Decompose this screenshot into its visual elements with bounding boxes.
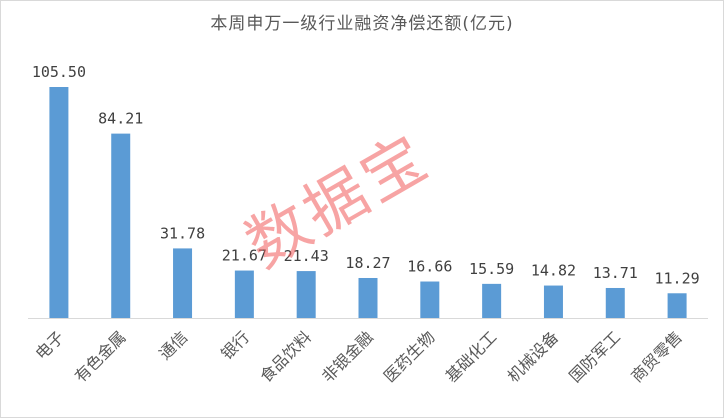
- data-label: 14.82: [531, 262, 576, 280]
- x-tick-label: 医药生物: [380, 327, 439, 386]
- bar: [111, 133, 131, 318]
- x-tick-label: 电子: [32, 327, 68, 363]
- x-tick-label: 基础化工: [442, 327, 501, 386]
- data-label: 18.27: [345, 254, 390, 272]
- x-tick-label: 机械设备: [504, 327, 563, 386]
- data-label: 11.29: [655, 269, 700, 287]
- bar: [234, 270, 254, 318]
- data-label: 31.78: [160, 224, 205, 242]
- bar: [543, 285, 563, 318]
- x-tick-label: 通信: [155, 327, 191, 363]
- data-label: 15.59: [469, 260, 514, 278]
- x-tick-label: 食品饮料: [256, 327, 315, 386]
- bar: [420, 281, 440, 318]
- bar: [605, 287, 625, 318]
- x-tick-label: 有色金属: [71, 327, 130, 386]
- bar: [482, 283, 502, 318]
- bar: [173, 248, 193, 318]
- bar: [358, 277, 378, 318]
- bar: [49, 87, 69, 318]
- data-label: 105.50: [32, 63, 86, 81]
- x-tick-label: 非银金融: [318, 327, 377, 386]
- x-tick-label: 商贸零售: [627, 327, 686, 386]
- bar: [667, 293, 687, 318]
- x-tick-label: 银行: [217, 327, 253, 363]
- data-label: 16.66: [407, 258, 452, 276]
- data-label: 13.71: [593, 264, 638, 282]
- bar: [296, 271, 316, 318]
- data-label: 21.67: [222, 247, 267, 265]
- chart-title: 本周申万一级行业融资净偿还额(亿元): [210, 14, 514, 34]
- data-label: 21.43: [284, 247, 329, 265]
- data-label: 84.21: [98, 110, 143, 128]
- x-tick-label: 国防军工: [565, 327, 624, 386]
